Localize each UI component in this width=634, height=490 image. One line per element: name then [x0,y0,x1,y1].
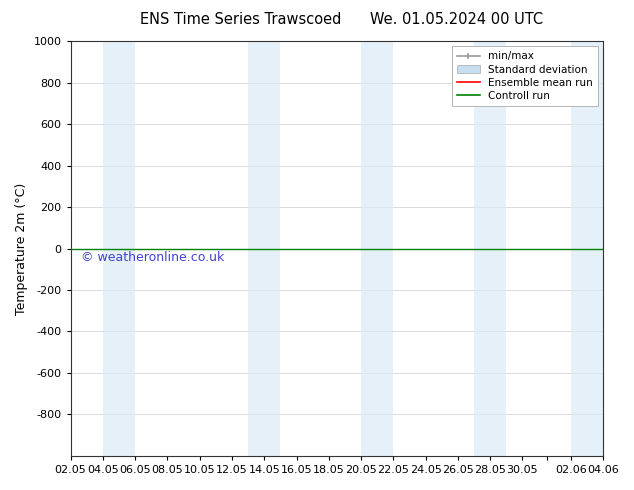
Bar [361,41,393,456]
Text: We. 01.05.2024 00 UTC: We. 01.05.2024 00 UTC [370,12,543,27]
Legend: min/max, Standard deviation, Ensemble mean run, Controll run: min/max, Standard deviation, Ensemble me… [451,46,598,106]
Bar [571,41,603,456]
Text: ENS Time Series Trawscoed: ENS Time Series Trawscoed [140,12,342,27]
Bar [474,41,507,456]
Bar [248,41,280,456]
Bar [103,41,135,456]
Text: © weatheronline.co.uk: © weatheronline.co.uk [81,250,224,264]
Y-axis label: Temperature 2m (°C): Temperature 2m (°C) [15,182,28,315]
